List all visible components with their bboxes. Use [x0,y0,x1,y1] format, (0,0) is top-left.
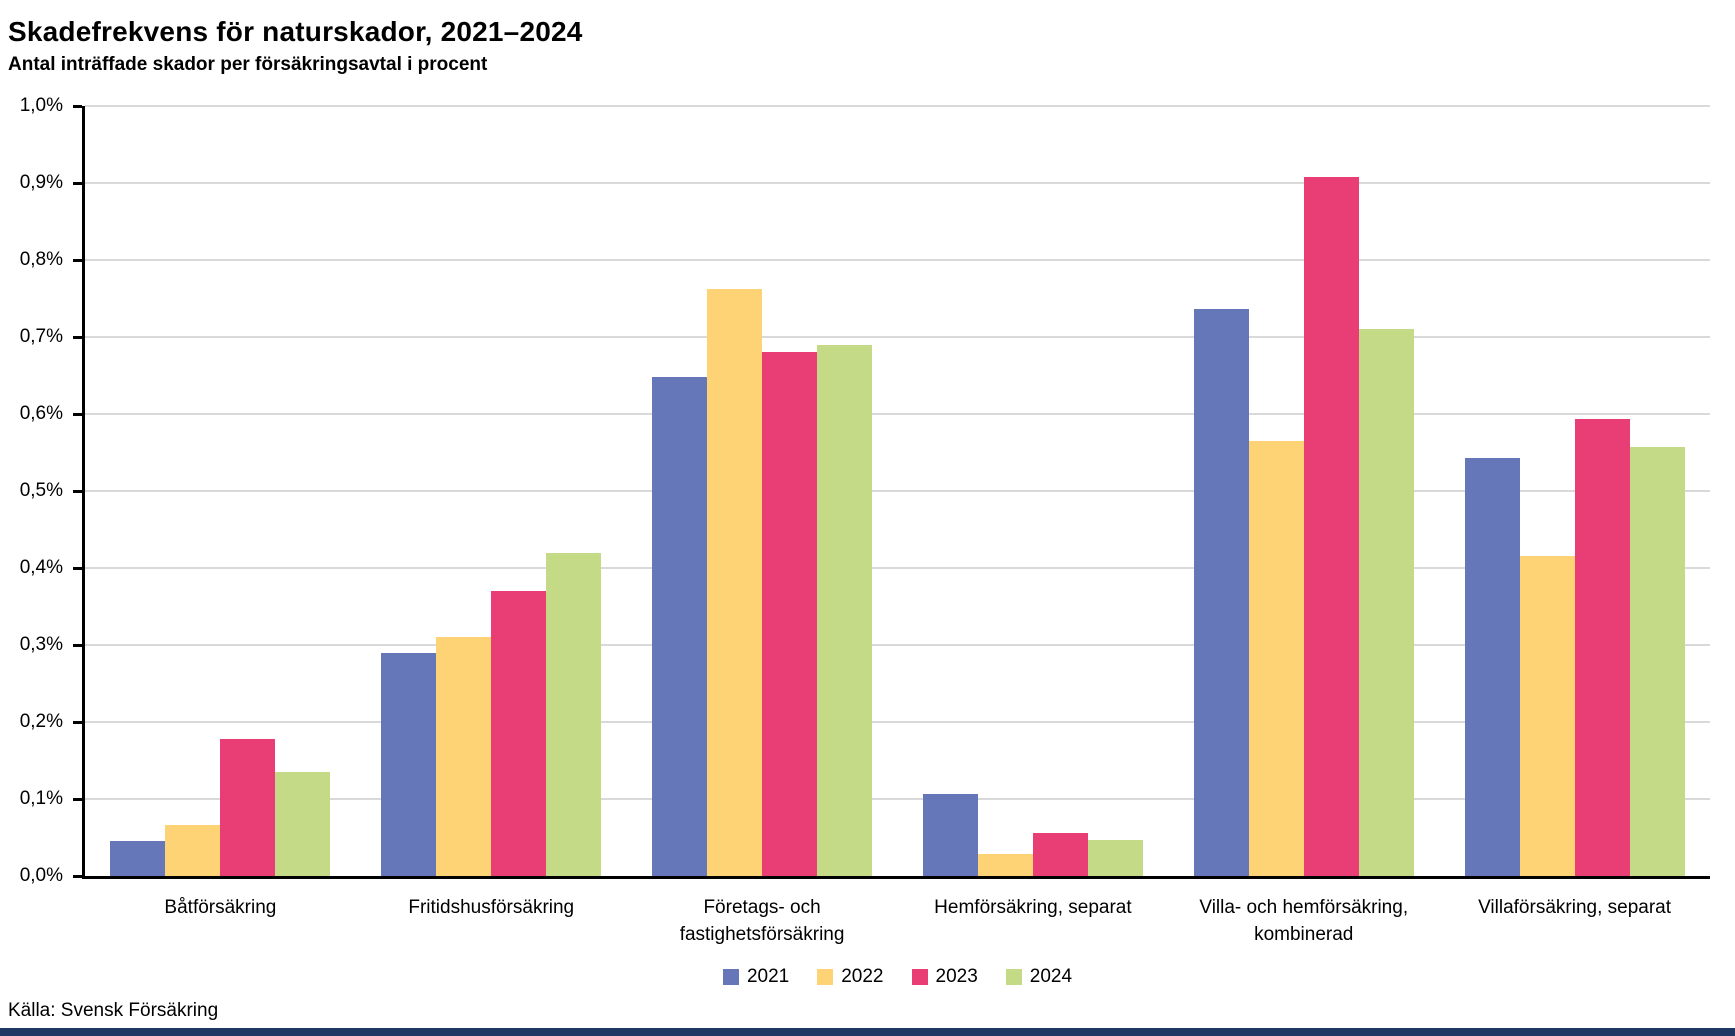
bar-2022-category-6 [1519,556,1575,876]
gridline [85,490,1710,492]
x-axis-category-label: Fritidshusförsäkring [408,897,575,918]
y-axis-tick-label: 0,9% [19,172,63,193]
bar-2023-category-1 [220,738,276,876]
x-axis-category-label: Båtförsäkring [164,897,277,918]
bar-2023-category-5 [1303,176,1359,876]
gridline [85,182,1710,184]
bar-2023-category-3 [762,352,818,876]
y-axis-tick-label: 0,5% [19,480,63,501]
legend-label: 2021 [746,966,790,987]
x-axis-line [82,876,1710,879]
y-axis-tick-label: 0,0% [19,865,63,886]
y-axis-tick-label: 0,4% [19,557,63,578]
source-text: Källa: Svensk Försäkring [8,1000,219,1021]
bar-2022-category-4 [977,853,1033,876]
bar-2023-category-4 [1032,832,1088,876]
bar-2022-category-5 [1248,440,1304,876]
legend-item-2023: 2023 [911,966,978,988]
legend-label: 2024 [1029,966,1073,987]
bar-2022-category-1 [165,825,221,876]
bar-2021-category-1 [110,841,166,876]
gridline [85,567,1710,569]
bar-2024-category-1 [275,772,331,876]
bar-2021-category-4 [922,793,978,876]
gridline [85,644,1710,646]
legend-item-2024: 2024 [1005,966,1073,988]
bar-2021-category-3 [652,377,708,876]
chart-title: Skadefrekvens för naturskador, 2021–2024 [8,16,583,47]
x-axis-category-label: Hemförsäkring, separat [934,897,1132,918]
gridline [85,105,1710,107]
y-axis-tick [73,875,82,878]
bar-2022-category-2 [436,637,492,876]
y-axis-line [82,106,85,876]
y-axis-tick [73,336,82,339]
legend-item-2021: 2021 [722,966,790,988]
bar-2024-category-4 [1087,839,1143,876]
bar-2024-category-6 [1629,447,1685,876]
gridline [85,721,1710,723]
legend-swatch-icon [722,969,739,985]
bar-2023-category-2 [491,591,547,876]
x-axis-category-label: Villaförsäkring, separat [1478,897,1672,918]
bar-2021-category-6 [1464,457,1520,876]
y-axis-tick-label: 0,2% [19,711,63,732]
gridline [85,413,1710,415]
y-axis-tick-label: 0,6% [19,403,63,424]
bar-2024-category-3 [817,344,873,876]
y-axis-tick [73,413,82,416]
y-axis-tick [73,644,82,647]
y-axis-tick [73,721,82,724]
gridline [85,798,1710,800]
legend-item-2022: 2022 [817,966,884,988]
gridline [85,336,1710,338]
bar-2023-category-6 [1574,419,1630,876]
y-axis-tick-label: 1,0% [19,95,63,116]
y-axis-tick [73,182,82,185]
y-axis-tick [73,798,82,801]
x-axis-category-label: Företags- och fastighetsförsäkring [679,897,845,945]
x-axis-category-label: Villa- och hemförsäkring, kombinerad [1199,897,1409,945]
legend-label: 2023 [935,966,978,987]
y-axis-tick-label: 0,8% [19,249,63,270]
legend-label: 2022 [841,966,884,987]
bar-2021-category-5 [1193,309,1249,876]
y-axis-tick [73,490,82,493]
legend: 2021 2022 2023 2024 [85,966,1710,988]
bar-2024-category-2 [546,552,602,876]
y-axis-tick [73,567,82,570]
bar-2024-category-5 [1358,328,1414,876]
y-axis-tick-label: 0,3% [19,634,63,655]
legend-swatch-icon [911,969,928,985]
y-axis-tick-label: 0,1% [19,788,63,809]
chart-subtitle: Antal inträffade skador per försäkringsa… [8,54,488,75]
y-axis-tick-label: 0,7% [19,326,63,347]
legend-swatch-icon [1005,969,1022,985]
y-axis-tick [73,259,82,262]
gridline [85,259,1710,261]
footer-rule [0,1028,1735,1036]
bar-2022-category-3 [707,289,763,876]
bar-2021-category-2 [381,652,437,876]
y-axis-tick [73,105,82,108]
legend-swatch-icon [817,969,834,985]
